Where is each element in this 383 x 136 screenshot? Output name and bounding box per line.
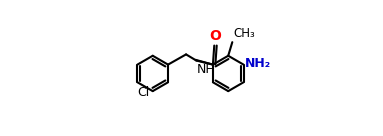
Text: NH: NH <box>197 63 216 76</box>
Text: CH₃: CH₃ <box>233 27 255 40</box>
Text: NH₂: NH₂ <box>245 57 271 70</box>
Text: O: O <box>210 29 221 43</box>
Text: Cl: Cl <box>137 86 150 99</box>
